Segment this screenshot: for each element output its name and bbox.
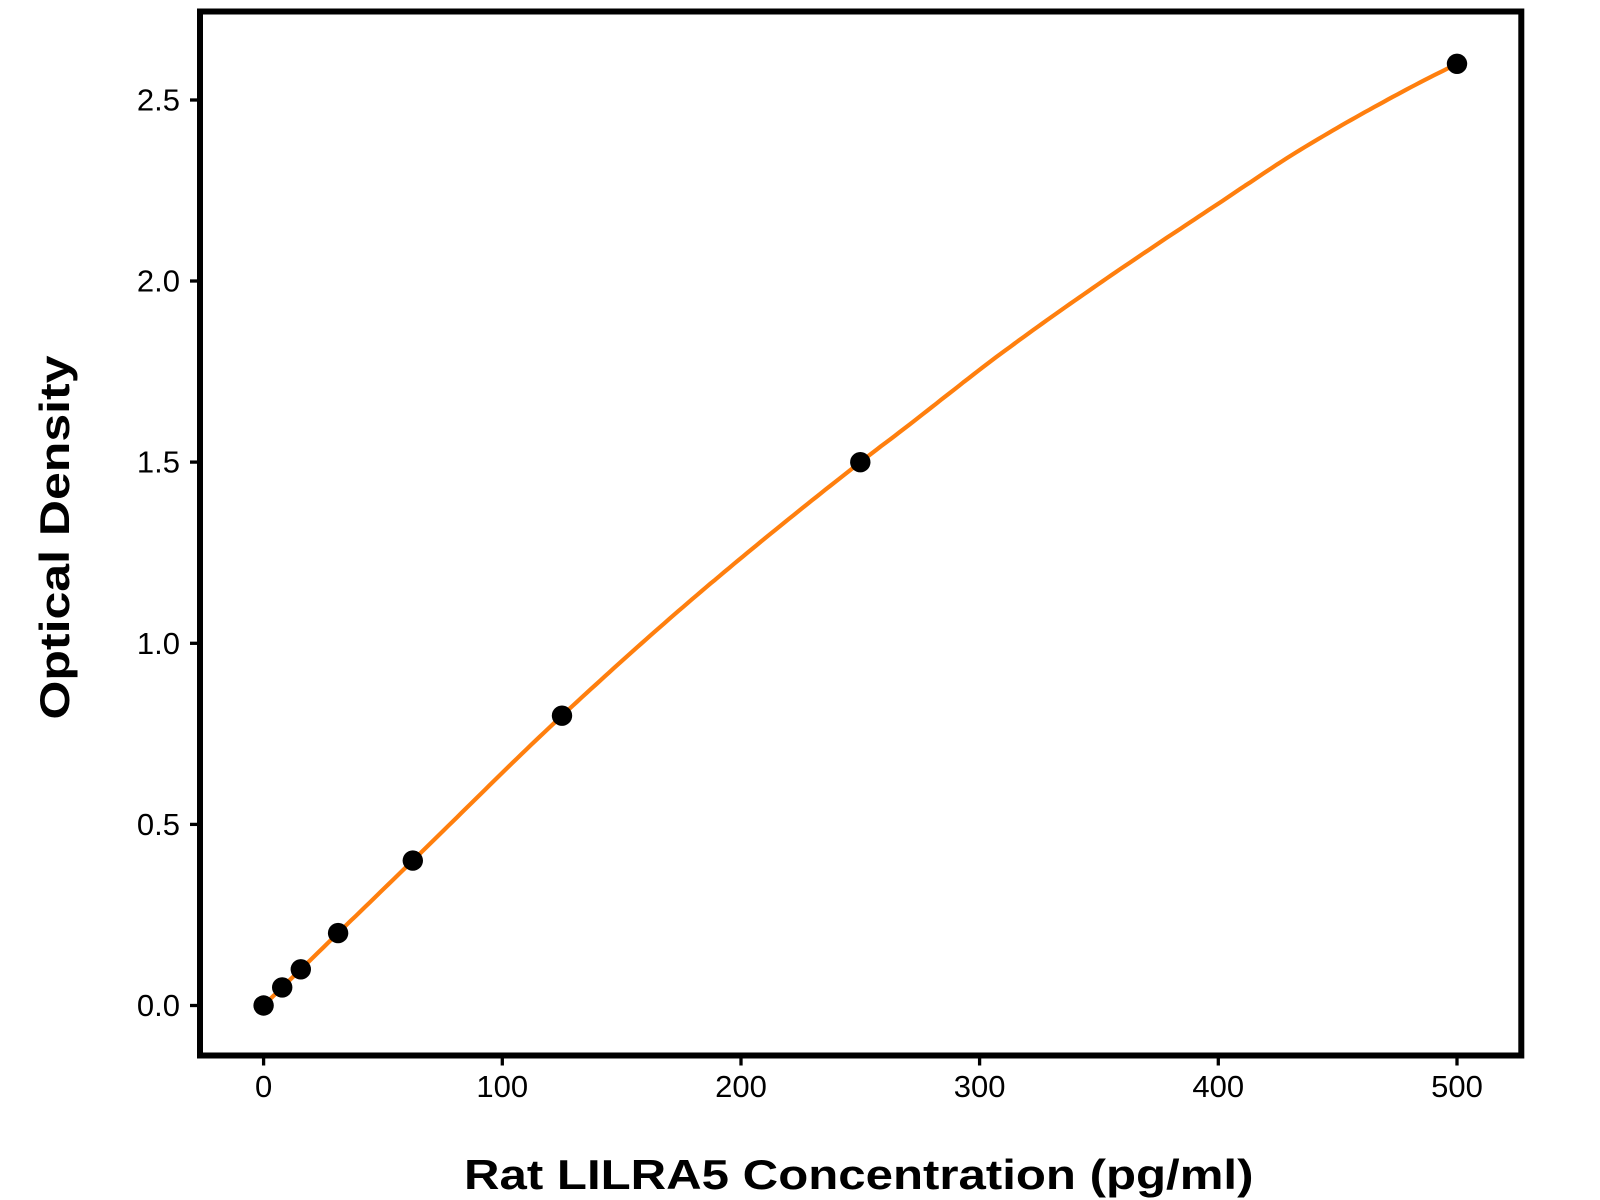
svg-text:500: 500: [1431, 1069, 1483, 1104]
svg-text:1.0: 1.0: [137, 626, 180, 661]
svg-text:100: 100: [476, 1069, 528, 1104]
svg-text:Rat LILRA5 Concentration (pg/m: Rat LILRA5 Concentration (pg/ml): [464, 1151, 1253, 1198]
svg-text:300: 300: [954, 1069, 1006, 1104]
svg-text:200: 200: [715, 1069, 767, 1104]
svg-text:2.5: 2.5: [137, 83, 180, 118]
svg-text:0.5: 0.5: [137, 807, 180, 842]
svg-text:2.0: 2.0: [137, 264, 180, 299]
svg-text:0.0: 0.0: [137, 988, 180, 1023]
svg-text:0: 0: [255, 1069, 272, 1104]
svg-text:Optical Density: Optical Density: [31, 355, 78, 719]
svg-text:400: 400: [1192, 1069, 1244, 1104]
svg-text:1.5: 1.5: [137, 445, 180, 480]
